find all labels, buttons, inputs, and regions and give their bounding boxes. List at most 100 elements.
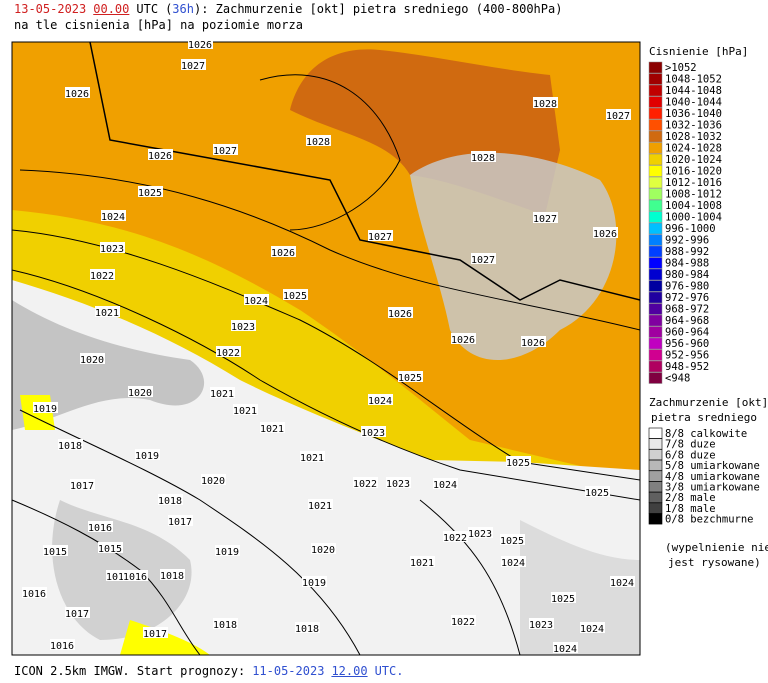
isobar-label-bg xyxy=(501,556,526,567)
pressure-swatch xyxy=(648,326,663,338)
isobar-label: 1018 xyxy=(158,496,182,507)
pressure-legend-label: 1016-1020 xyxy=(665,166,722,178)
cloud-legend-label: 4/8 umiarkowane xyxy=(665,471,760,483)
cloud-legend-label: 1/8 male xyxy=(665,503,716,515)
isobar-label-bg xyxy=(443,531,468,542)
cloud-swatch xyxy=(648,502,663,514)
isobar-label: 1020 xyxy=(201,476,225,487)
lead: 36h xyxy=(172,2,194,16)
isobar-label-bg xyxy=(451,333,476,344)
pressure-legend-label: 956-960 xyxy=(665,338,709,350)
isobar-label: 1024 xyxy=(368,396,392,407)
isobar-label: 1017 xyxy=(168,517,192,528)
isobar-label: 1019 xyxy=(33,404,57,415)
isobar-label-bg xyxy=(300,451,325,462)
isobar-label: 1026 xyxy=(451,335,475,346)
isobar-label-bg xyxy=(135,449,160,460)
pressure-legend-label: 1000-1004 xyxy=(665,212,722,224)
isobar-label: 1027 xyxy=(368,232,392,243)
cloud-legend-title: Zachmurzenie [okt] xyxy=(649,396,768,409)
pressure-legend-label: 948-952 xyxy=(665,361,709,373)
isobar-label-bg xyxy=(216,346,241,357)
pressure-legend-label: 1020-1024 xyxy=(665,154,722,166)
isobar-label: 1018 xyxy=(295,624,319,635)
isobar-label: 1026 xyxy=(521,338,545,349)
isobar-label-bg xyxy=(233,404,258,415)
isobar-label: 1021 xyxy=(308,501,332,512)
pressure-legend-label: 952-956 xyxy=(665,350,709,362)
cloud-legend-label: 0/8 bezchmurne xyxy=(665,514,754,526)
cloud-swatch xyxy=(648,470,663,482)
pressure-legend-label: >1052 xyxy=(665,62,697,74)
isobar-label: 1021 xyxy=(233,406,257,417)
isobar-label-bg xyxy=(308,499,333,510)
isobar-label-bg xyxy=(521,336,546,347)
isobar-label-bg xyxy=(311,543,336,554)
pressure-swatch xyxy=(648,257,663,269)
isobar-label-bg xyxy=(100,242,125,253)
isobar-label-bg xyxy=(260,422,285,433)
isobar-label: 1019 xyxy=(135,451,159,462)
pressure-swatch xyxy=(648,199,663,212)
cloud-legend-label: 8/8 calkowite xyxy=(665,428,747,440)
isobar-label-bg xyxy=(106,570,131,581)
pressure-swatch xyxy=(648,372,663,384)
isobar-label-bg xyxy=(22,587,47,598)
isobar-label-bg xyxy=(210,387,235,398)
isobar-label: 1017 xyxy=(65,609,89,620)
isobar-label: 1026 xyxy=(65,89,89,100)
isobar-label: 1021 xyxy=(410,558,434,569)
isobar-label-bg xyxy=(90,269,115,280)
title: ): Zachmurzenie [okt] pietra sredniego (… xyxy=(193,2,563,16)
cloud-swatch xyxy=(648,438,663,450)
pressure-swatch xyxy=(648,130,663,143)
isobar-label: 1027 xyxy=(606,111,630,122)
isobar-label: 1023 xyxy=(529,620,553,631)
isobar-label-bg xyxy=(50,639,75,650)
cloud-legend-label: 6/8 duze xyxy=(665,449,716,461)
pressure-legend-label: 960-964 xyxy=(665,327,709,339)
pressure-swatch xyxy=(648,268,663,281)
pressure-swatch xyxy=(648,349,663,361)
isobar-label: 1018 xyxy=(58,441,82,452)
map: 1026 1027 1026 1028 1027 1028 1026 1027 1028 1025… xyxy=(11,38,768,656)
isobar-label: 1025 xyxy=(500,536,524,547)
isobar-label: 1017 xyxy=(70,481,94,492)
isobar-label-bg xyxy=(410,556,435,567)
isobar-label: 1028 xyxy=(306,137,330,148)
isobar-label-bg xyxy=(213,618,238,629)
isobar-label-bg xyxy=(295,622,320,633)
isobar-label: 1028 xyxy=(471,153,495,164)
isobar-label: 1018 xyxy=(213,620,237,631)
footer-text: ICON 2.5km IMGW. Start prognozy: xyxy=(14,664,246,678)
isobar-label: 1023 xyxy=(231,322,255,333)
isobar-label-bg xyxy=(65,87,90,98)
isobar-label: 1019 xyxy=(302,578,326,589)
paren: ( xyxy=(165,2,173,16)
pressure-legend-label: 984-988 xyxy=(665,258,709,270)
isobar-label: 1024 xyxy=(433,480,457,491)
isobar-label: 1025 xyxy=(283,291,307,302)
cloud-legend-label: 7/8 duze xyxy=(665,439,716,451)
isobar-label-bg xyxy=(551,592,576,603)
pressure-legend-label: 1040-1044 xyxy=(665,97,722,109)
isobar-label-bg xyxy=(95,306,120,317)
header-line1: 13-05-2023 00.00 UTC (36h): Zachmurzenie [o… xyxy=(14,2,562,16)
tz: UTC xyxy=(136,2,159,16)
isobar-label-bg xyxy=(283,289,308,300)
isobar-label: 1023 xyxy=(100,244,124,255)
isobar-label-bg xyxy=(158,494,183,505)
map-fill xyxy=(12,42,640,655)
isobar-label: 1015 xyxy=(98,544,122,555)
isobar-label-bg xyxy=(201,474,226,485)
cloud-note: jest rysowane) xyxy=(668,556,761,569)
footer-tz: UTC. xyxy=(374,664,404,678)
isobar-label-bg xyxy=(506,456,531,467)
pressure-swatch xyxy=(648,211,663,223)
isobar-label-bg xyxy=(471,151,496,162)
isobar-label-bg xyxy=(368,394,393,405)
pressure-swatch xyxy=(648,245,663,258)
pressure-swatch xyxy=(648,153,663,166)
isobar-label-bg xyxy=(138,186,163,197)
isobar-label: 1022 xyxy=(443,533,467,544)
